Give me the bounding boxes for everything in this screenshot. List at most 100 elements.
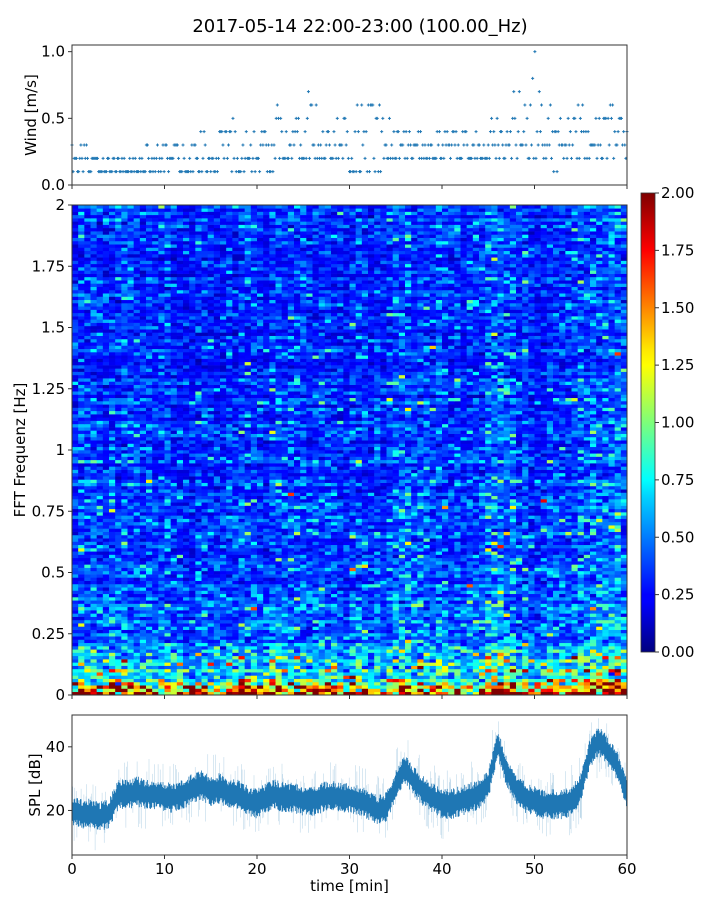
- spectrogram-cell: [615, 584, 622, 588]
- spectrogram-cell: [109, 630, 116, 634]
- spectrogram-cell: [387, 607, 394, 611]
- spectrogram-cell: [202, 600, 209, 604]
- spectrogram-cell: [103, 610, 110, 614]
- spectrogram-cell: [97, 626, 104, 630]
- spectrogram-cell: [269, 561, 276, 565]
- spectrogram-cell: [128, 646, 135, 650]
- spectrogram-cell: [331, 571, 338, 575]
- spectrogram-cell: [498, 561, 505, 565]
- spectrogram-cell: [602, 623, 609, 627]
- spectrogram-cell: [84, 574, 91, 578]
- spectrogram-cell: [337, 535, 344, 539]
- spectrogram-cell: [516, 577, 523, 581]
- spectrogram-cell: [615, 675, 622, 679]
- spectrogram-cell: [214, 548, 221, 552]
- spectrogram-cell: [331, 555, 338, 559]
- spectrogram-cell: [226, 669, 233, 673]
- spectrogram-cell: [276, 607, 283, 611]
- spectrogram-cell: [325, 675, 332, 679]
- spectrogram-cell: [547, 626, 554, 630]
- wind-ylabel: Wind [m/s]: [22, 74, 40, 156]
- spectrogram-cell: [288, 564, 295, 568]
- spectrogram-cell: [121, 597, 128, 601]
- spectrogram-cell: [140, 587, 147, 591]
- spectrogram-cell: [535, 662, 542, 666]
- spectrogram-cell: [152, 541, 159, 545]
- spectrogram-cell: [171, 587, 178, 591]
- spectrogram-cell: [251, 558, 258, 562]
- spectrogram-cell: [467, 636, 474, 640]
- spectrogram-cell: [535, 548, 542, 552]
- spectrogram-cell: [171, 682, 178, 686]
- spectrogram-cell: [257, 555, 264, 559]
- spectrogram-cell: [436, 532, 443, 536]
- spectrogram-cell: [491, 653, 498, 657]
- spectrogram-cell: [91, 551, 98, 555]
- spectrogram-cell: [251, 545, 258, 549]
- wind-point: [80, 157, 83, 160]
- spectrogram-cell: [300, 646, 307, 650]
- spectrogram-cell: [78, 682, 85, 686]
- spectrogram-cell: [522, 685, 529, 689]
- spectrogram-cell: [282, 545, 289, 549]
- spectrogram-cell: [282, 561, 289, 565]
- spectrogram-cell: [565, 649, 572, 653]
- spectrogram-cell: [109, 626, 116, 630]
- spectrogram-cell: [504, 551, 511, 555]
- spectrogram-cell: [103, 541, 110, 545]
- spectrogram-cell: [596, 607, 603, 611]
- spectrogram-cell: [152, 679, 159, 683]
- spectrogram-cell: [165, 633, 172, 637]
- spectrogram-cell: [442, 590, 449, 594]
- spectrogram-cell: [448, 636, 455, 640]
- spectrogram-cell: [491, 643, 498, 647]
- spectrogram-cell: [128, 597, 135, 601]
- spectrogram-cell: [485, 551, 492, 555]
- spectrogram-cell: [134, 551, 141, 555]
- spectrogram-cell: [97, 666, 104, 670]
- spectrogram-cell: [380, 535, 387, 539]
- spectrogram-cell: [226, 617, 233, 621]
- spectrogram-cell: [374, 649, 381, 653]
- spectrogram-cell: [602, 656, 609, 660]
- spectrogram-cell: [214, 590, 221, 594]
- spectrogram-cell: [282, 633, 289, 637]
- spectrogram-cell: [491, 535, 498, 539]
- spectrogram-cell: [479, 630, 486, 634]
- spectrogram-cell: [572, 558, 579, 562]
- spectrogram-cell: [454, 548, 461, 552]
- spectrogram-cell: [195, 675, 202, 679]
- spectrogram-cell: [522, 613, 529, 617]
- spectrogram-cell: [220, 662, 227, 666]
- spectrogram-cell: [226, 597, 233, 601]
- spectrogram-cell: [602, 551, 609, 555]
- spectrogram-cell: [171, 666, 178, 670]
- spectrogram-cell: [362, 571, 369, 575]
- spectrogram-cell: [97, 590, 104, 594]
- spectrogram-cell: [208, 662, 215, 666]
- spectrogram-cell: [158, 636, 165, 640]
- spectrogram-cell: [368, 666, 375, 670]
- spectrogram-cell: [269, 604, 276, 608]
- spectrogram-cell: [103, 639, 110, 643]
- spectrogram-cell: [319, 617, 326, 621]
- spectrogram-cell: [128, 662, 135, 666]
- spectrogram-cell: [584, 587, 591, 591]
- spectrogram-cell: [165, 551, 172, 555]
- spectrogram-cell: [343, 561, 350, 565]
- spectrogram-cell: [276, 653, 283, 657]
- spectrogram-cell: [417, 620, 424, 624]
- spectrogram-cell: [152, 623, 159, 627]
- spectrogram-cell: [319, 626, 326, 630]
- spectrogram-cell: [103, 679, 110, 683]
- spectrogram-cell: [417, 666, 424, 670]
- spectrogram-cell: [362, 653, 369, 657]
- spectrogram-cell: [362, 675, 369, 679]
- spectrogram-cell: [510, 623, 517, 627]
- spectrogram-cell: [134, 610, 141, 614]
- spectrogram-cell: [362, 613, 369, 617]
- spectrogram-cell: [491, 688, 498, 692]
- spectrogram-cell: [158, 600, 165, 604]
- spectrogram-cell: [146, 659, 153, 663]
- spectrogram-cell: [276, 577, 283, 581]
